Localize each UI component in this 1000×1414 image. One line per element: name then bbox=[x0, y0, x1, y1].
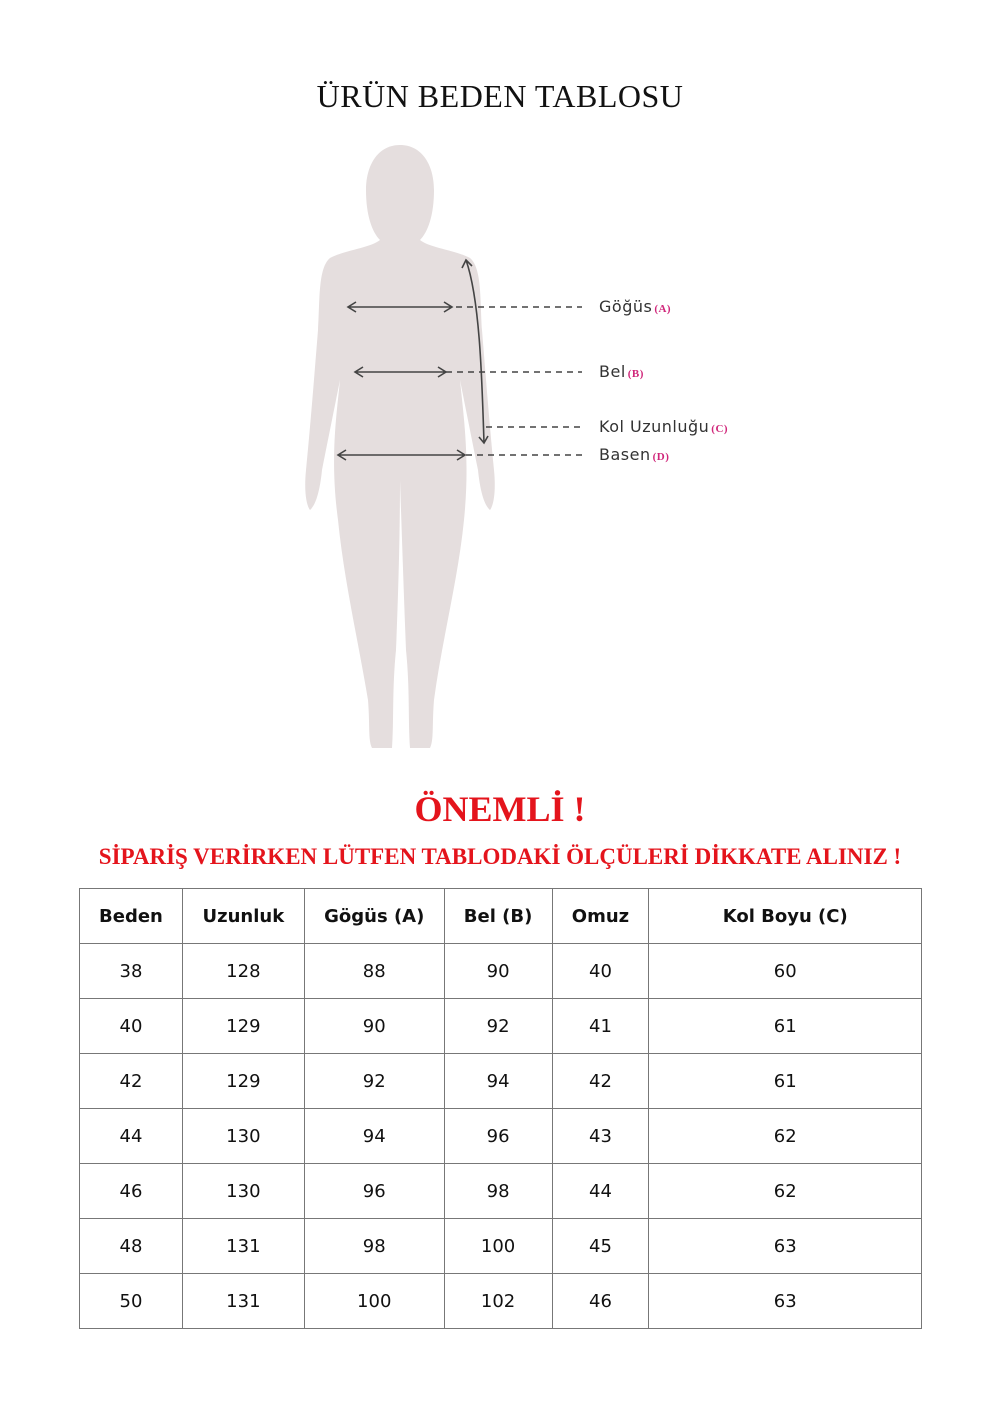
important-heading: ÖNEMLİ ! bbox=[414, 789, 586, 829]
table-cell: 61 bbox=[648, 998, 922, 1054]
label-key: (A) bbox=[654, 303, 672, 315]
table-row: 42 129 92 94 42 61 bbox=[79, 1053, 922, 1109]
table-cell: 131 bbox=[181, 1218, 305, 1274]
table-cell: 63 bbox=[648, 1218, 922, 1274]
important-notice: SİPARİŞ VERİRKEN LÜTFEN TABLODAKİ ÖLÇÜLE… bbox=[98, 844, 902, 869]
table-cell: 129 bbox=[181, 998, 305, 1054]
table-cell: 40 bbox=[551, 943, 650, 999]
table-cell: 92 bbox=[303, 1053, 445, 1109]
table-cell: 42 bbox=[79, 1053, 183, 1109]
column-header: Uzunluk bbox=[181, 888, 305, 944]
table-cell: 94 bbox=[303, 1108, 445, 1164]
label-key: (D) bbox=[652, 451, 670, 463]
body-silhouette bbox=[305, 145, 495, 748]
table-cell: 94 bbox=[443, 1053, 553, 1109]
table-cell: 46 bbox=[79, 1163, 183, 1219]
table-cell: 44 bbox=[551, 1163, 650, 1219]
table-cell: 41 bbox=[551, 998, 650, 1054]
label-text: Göğüs bbox=[599, 297, 653, 316]
table-cell: 130 bbox=[181, 1108, 305, 1164]
table-cell: 62 bbox=[648, 1163, 922, 1219]
table-cell: 90 bbox=[303, 998, 445, 1054]
column-header: Omuz bbox=[551, 888, 650, 944]
table-cell: 102 bbox=[443, 1273, 553, 1329]
table-cell: 98 bbox=[303, 1218, 445, 1274]
table-row: 48 131 98 100 45 63 bbox=[79, 1218, 922, 1274]
table-cell: 60 bbox=[648, 943, 922, 999]
table-cell: 100 bbox=[443, 1218, 553, 1274]
label-text: Kol Uzunluğu bbox=[599, 417, 710, 436]
column-header: Bel (B) bbox=[443, 888, 553, 944]
table-cell: 88 bbox=[303, 943, 445, 999]
column-header: Beden bbox=[79, 888, 183, 944]
table-cell: 129 bbox=[181, 1053, 305, 1109]
label-basen: Basen (D) bbox=[599, 445, 669, 464]
table-row: 40 129 90 92 41 61 bbox=[79, 998, 922, 1054]
column-header: Gögüs (A) bbox=[303, 888, 445, 944]
table-header-row: Beden Uzunluk Gögüs (A) Bel (B) Omuz Kol Boyu… bbox=[79, 888, 922, 944]
label-bel: Bel (B) bbox=[599, 362, 644, 381]
column-header: Kol Boyu (C) bbox=[648, 888, 922, 944]
table-cell: 44 bbox=[79, 1108, 183, 1164]
table-row: 44 130 94 96 43 62 bbox=[79, 1108, 922, 1164]
table-row: 38 128 88 90 40 60 bbox=[79, 943, 922, 999]
table-cell: 90 bbox=[443, 943, 553, 999]
label-text: Basen bbox=[599, 445, 651, 464]
label-kol-uzunlugu: Kol Uzunluğu (C) bbox=[599, 417, 728, 436]
table-cell: 50 bbox=[79, 1273, 183, 1329]
table-cell: 63 bbox=[648, 1273, 922, 1329]
table-cell: 46 bbox=[551, 1273, 650, 1329]
label-gogus: Göğüs (A) bbox=[599, 297, 671, 316]
table-row: 50 131 100 102 46 63 bbox=[79, 1273, 922, 1329]
table-row: 46 130 96 98 44 62 bbox=[79, 1163, 922, 1219]
table-cell: 92 bbox=[443, 998, 553, 1054]
table-cell: 43 bbox=[551, 1108, 650, 1164]
size-table: Beden Uzunluk Gögüs (A) Bel (B) Omuz Kol Boyu… bbox=[79, 888, 922, 1329]
table-cell: 42 bbox=[551, 1053, 650, 1109]
table-cell: 45 bbox=[551, 1218, 650, 1274]
table-cell: 48 bbox=[79, 1218, 183, 1274]
label-key: (B) bbox=[627, 368, 644, 380]
table-cell: 100 bbox=[303, 1273, 445, 1329]
leader-lines bbox=[446, 306, 584, 456]
table-cell: 40 bbox=[79, 998, 183, 1054]
table-cell: 130 bbox=[181, 1163, 305, 1219]
table-cell: 96 bbox=[303, 1163, 445, 1219]
label-key: (C) bbox=[711, 423, 729, 435]
label-text: Bel bbox=[599, 362, 626, 381]
table-cell: 131 bbox=[181, 1273, 305, 1329]
table-cell: 98 bbox=[443, 1163, 553, 1219]
table-cell: 38 bbox=[79, 943, 183, 999]
page-title: ÜRÜN BEDEN TABLOSU bbox=[316, 78, 684, 114]
table-cell: 96 bbox=[443, 1108, 553, 1164]
table-cell: 128 bbox=[181, 943, 305, 999]
table-cell: 62 bbox=[648, 1108, 922, 1164]
table-cell: 61 bbox=[648, 1053, 922, 1109]
body-silhouette-figure bbox=[305, 145, 584, 748]
